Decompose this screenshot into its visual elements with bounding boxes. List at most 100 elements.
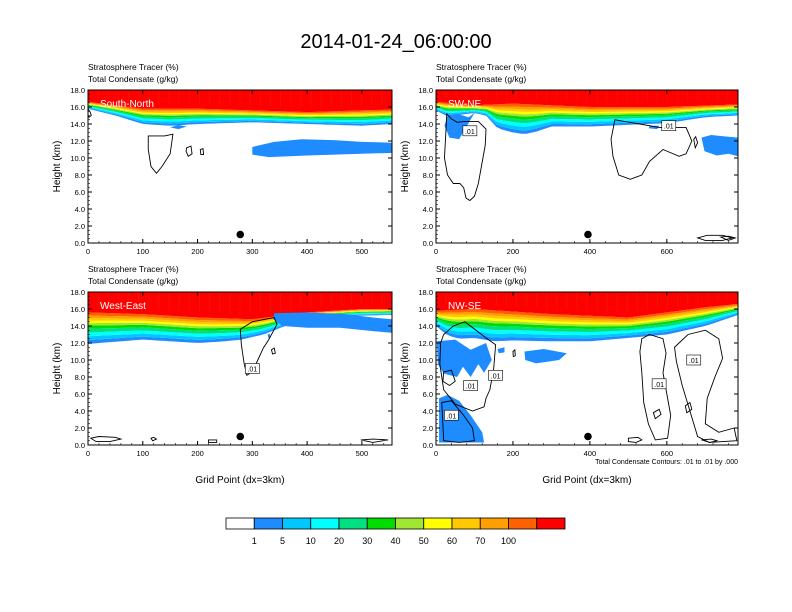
- x-tick-label: 300: [246, 247, 259, 256]
- colorbar-label: 40: [390, 536, 400, 546]
- condensate-contour: [696, 234, 734, 241]
- y-axis-label: Height (km): [400, 141, 411, 193]
- panel-header-line1: Stratosphere Tracer (%): [88, 264, 179, 274]
- colorbar-label: 50: [419, 536, 429, 546]
- condensate-contour: [674, 329, 738, 443]
- y-tick-label: 12.0: [70, 339, 85, 348]
- y-tick-label: 12.0: [418, 339, 433, 348]
- tracer-band-90: [88, 309, 392, 321]
- condensate-contour: [360, 438, 389, 443]
- tracer-patch: [273, 312, 392, 333]
- contour-label-box: [462, 125, 478, 137]
- condensate-contour: [718, 235, 737, 241]
- tracer-band-5: [88, 314, 392, 344]
- contour-label-box: [488, 369, 503, 381]
- condensate-contour: [441, 400, 475, 443]
- colorbar: 1 5 10 20 30 40 50 60 70 100: [225, 517, 566, 546]
- y-tick-label: 14.0: [418, 120, 433, 129]
- y-tick-label: 4.0: [75, 407, 85, 416]
- tracer-band-10: [88, 107, 392, 124]
- y-tick-label: 16.0: [70, 305, 85, 314]
- x-tick-label: 300: [246, 449, 259, 458]
- y-tick-label: 8.0: [423, 171, 433, 180]
- tracer-band-70: [436, 103, 738, 113]
- colorbar-label: 30: [362, 536, 372, 546]
- x-tick-label: 400: [584, 247, 597, 256]
- y-tick-label: 8.0: [423, 373, 433, 382]
- y-tick-label: 2.0: [423, 222, 433, 231]
- colorbar-label: 70: [475, 536, 485, 546]
- y-tick-label: 10.0: [418, 356, 433, 365]
- cross-section-label: West-East: [100, 301, 146, 312]
- contour-label: .01: [491, 373, 501, 380]
- x-tick-label: 500: [356, 247, 369, 256]
- tracer-band-10: [436, 312, 738, 339]
- colorbar-label: 5: [280, 536, 285, 546]
- tracer-band-30: [436, 106, 738, 124]
- x-tick-label: 400: [584, 449, 597, 458]
- contour-label: .01: [465, 129, 475, 136]
- x-tick-label: 400: [301, 247, 314, 256]
- tracer-patch: [267, 333, 271, 338]
- x-tick-label: 500: [356, 449, 369, 458]
- y-tick-label: 2.0: [75, 222, 85, 231]
- tracer-patch: [252, 139, 392, 158]
- y-tick-label: 10.0: [418, 154, 433, 163]
- tracer-band-30: [436, 309, 738, 333]
- contour-label-box: [444, 409, 459, 421]
- tracer-patch: [497, 347, 505, 354]
- panel-header-line2: Total Condensate (g/kg): [436, 74, 526, 84]
- x-tick-label: 600: [661, 449, 674, 458]
- contour-label: .01: [689, 358, 699, 365]
- contour-label-box: [661, 120, 677, 131]
- tracer-band-90: [436, 303, 738, 320]
- panel-top-right: .01 .01 SW-NE 0.0 2.0 4.0 6.0 8.0 10.0 12.0 14.0 16…: [400, 62, 739, 256]
- y-tick-label: 8.0: [75, 373, 85, 382]
- x-tick-label: 200: [191, 247, 204, 256]
- tracer-band-40: [436, 105, 738, 120]
- y-tick-label: 6.0: [75, 188, 85, 197]
- tracer-band-70: [88, 310, 392, 325]
- colorbar-swatch: [225, 517, 255, 530]
- x-tick-label: 0: [86, 247, 90, 256]
- contour-label-box: [245, 363, 260, 374]
- y-axis-label: Height (km): [400, 343, 411, 395]
- y-tick-label: 14.0: [418, 322, 433, 331]
- panel-header-line2: Total Condensate (g/kg): [436, 276, 526, 286]
- y-tick-label: 2.0: [75, 424, 85, 433]
- contour-label: .01: [466, 384, 476, 391]
- y-tick-label: 4.0: [423, 205, 433, 214]
- contour-label-box: [463, 380, 478, 391]
- tracer-band-20: [436, 107, 738, 127]
- condensate-contour: [239, 316, 278, 377]
- colorbar-label: 1: [252, 536, 257, 546]
- tracer-band-20: [436, 310, 738, 336]
- x-tick-label: 600: [661, 247, 674, 256]
- x-tick-label: 0: [434, 247, 438, 256]
- y-tick-label: 6.0: [423, 390, 433, 399]
- tracer-band-70: [436, 305, 738, 323]
- contour-note: Total Condensate Contours: .01 to .01 by…: [595, 459, 738, 466]
- x-tick-label: 400: [301, 449, 314, 458]
- x-axis-label: Grid Point (dx=3km): [195, 475, 284, 486]
- location-marker: [236, 230, 245, 239]
- panel-header-line2: Total Condensate (g/kg): [88, 276, 178, 286]
- location-marker: [584, 230, 592, 239]
- tracer-patch: [436, 339, 492, 377]
- panel-header-line2: Total Condensate (g/kg): [88, 74, 178, 84]
- colorbar-swatch: [366, 517, 396, 530]
- plot-area: .01 .01 .01 .01 .01: [436, 292, 738, 443]
- colorbar-swatch: [395, 517, 425, 530]
- condensate-contour: [701, 438, 719, 443]
- colorbar-swatch: [423, 517, 453, 530]
- tracer-band-90: [88, 101, 392, 114]
- x-tick-label: 100: [137, 247, 150, 256]
- y-tick-label: 16.0: [418, 305, 433, 314]
- y-tick-label: 0.0: [75, 239, 85, 248]
- y-tick-label: 12.0: [70, 137, 85, 146]
- y-tick-label: 12.0: [418, 137, 433, 146]
- condensate-contour: [684, 401, 693, 414]
- x-tick-label: 100: [137, 449, 150, 458]
- colorbar-label: 20: [334, 536, 344, 546]
- colorbar-swatch: [282, 517, 312, 530]
